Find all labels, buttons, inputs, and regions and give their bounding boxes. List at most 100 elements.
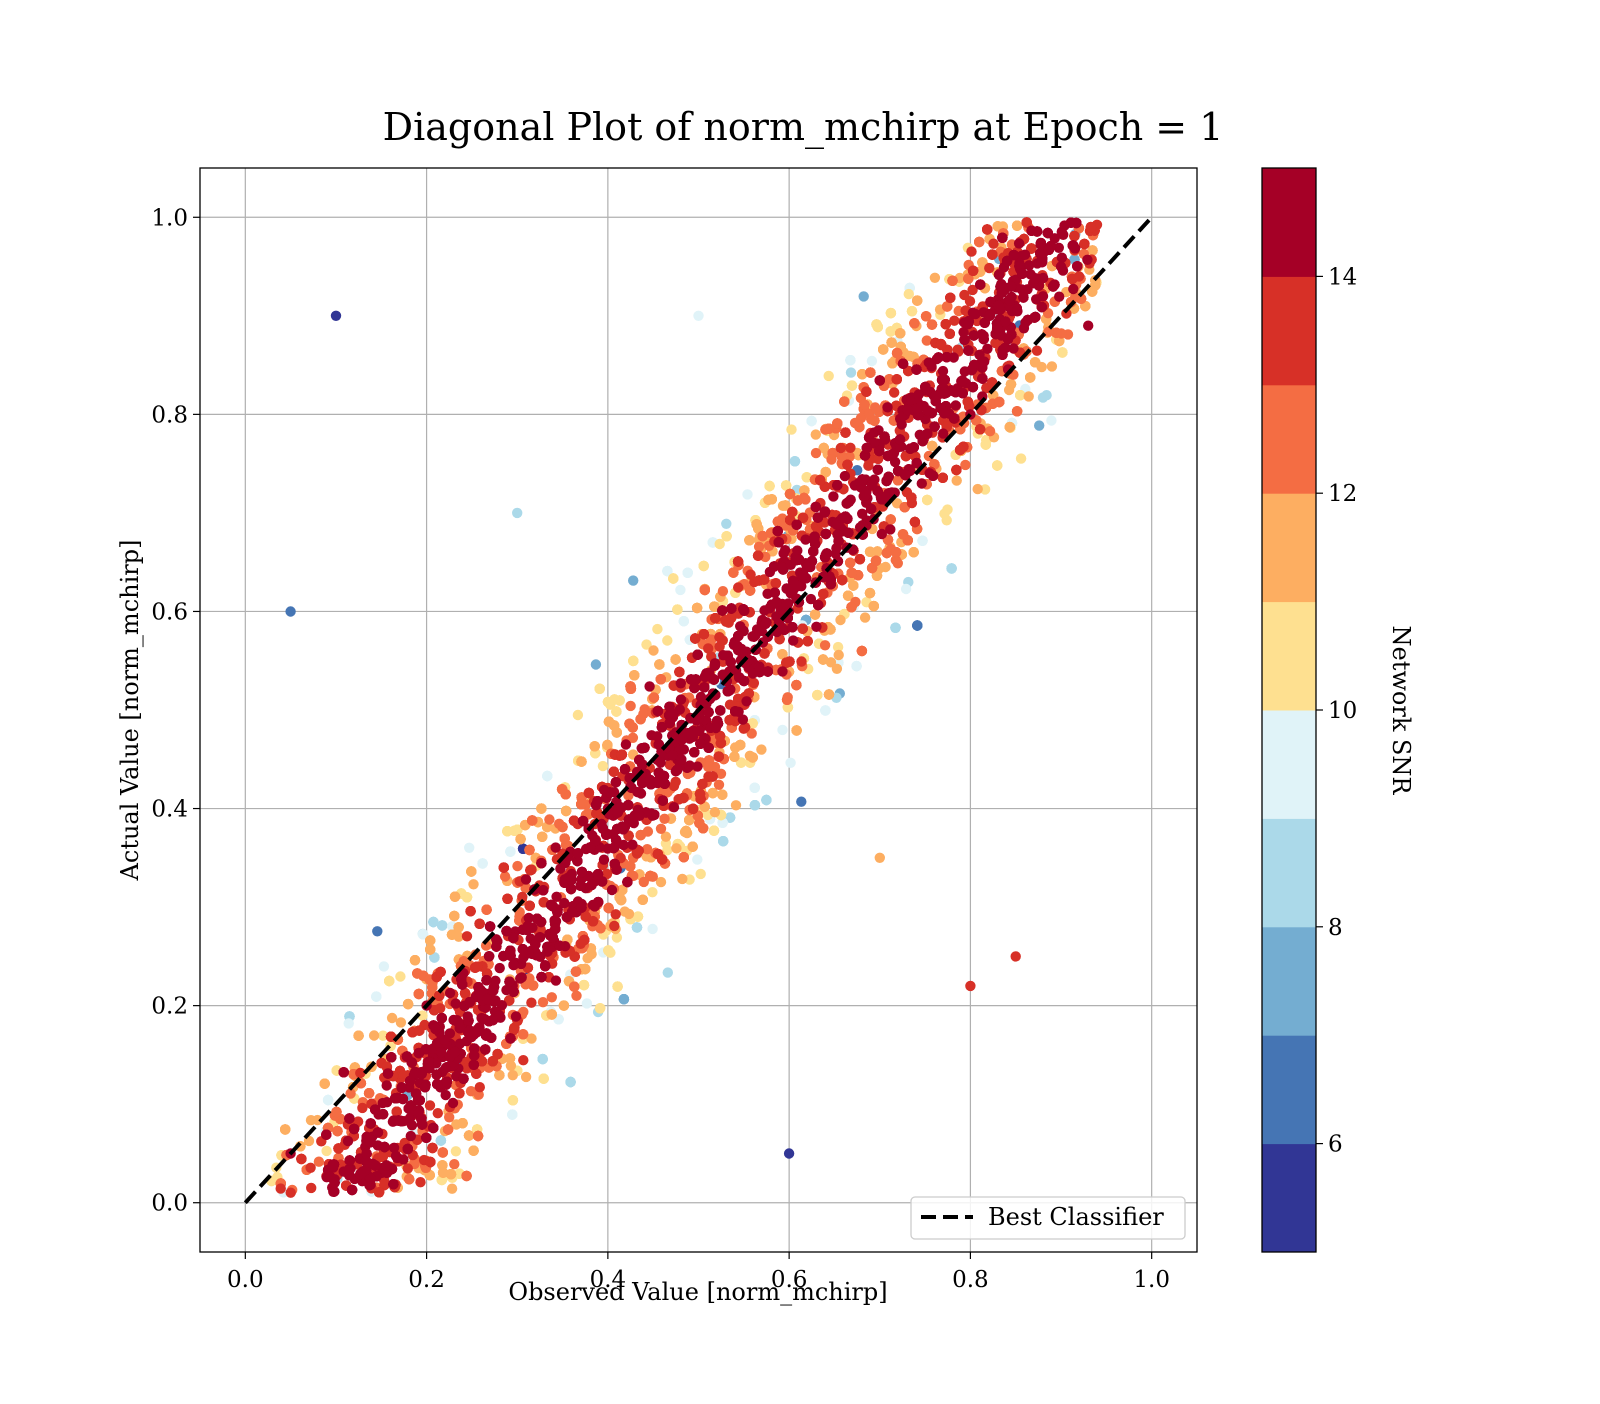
scatter-point (715, 539, 725, 549)
scatter-point (891, 547, 901, 557)
scatter-point (1005, 422, 1015, 432)
scatter-point (878, 344, 888, 354)
scatter-point (842, 460, 852, 470)
scatter-point (436, 1135, 446, 1145)
scatter-point (941, 319, 951, 329)
scatter-point (286, 1188, 296, 1198)
scatter-point (951, 465, 961, 475)
scatter-point (892, 348, 902, 358)
scatter-point (598, 761, 608, 771)
scatter-point (331, 1107, 341, 1117)
scatter-point (668, 573, 678, 583)
scatter-point (1030, 357, 1040, 367)
scatter-point (745, 569, 755, 579)
scatter-point (648, 872, 658, 882)
scatter-point (662, 635, 672, 645)
scatter-point (542, 771, 552, 781)
scatter-point (901, 584, 911, 594)
scatter-point (981, 439, 991, 449)
scatter-point (837, 575, 847, 585)
scatter-point (909, 547, 919, 557)
scatter-point (285, 606, 295, 616)
scatter-point (595, 684, 605, 694)
scatter-point (502, 894, 512, 904)
scatter-point (867, 356, 877, 366)
scatter-point (524, 845, 534, 855)
scatter-point (355, 1068, 365, 1078)
scatter-point (659, 814, 669, 824)
scatter-point (875, 853, 885, 863)
scatter-point (595, 1003, 605, 1013)
scatter-point (323, 1095, 333, 1105)
scatter-point (718, 836, 728, 846)
scatter-point (1057, 347, 1067, 357)
scatter-point (688, 804, 698, 814)
scatter-point (886, 326, 896, 336)
scatter-point (1016, 453, 1026, 463)
scatter-point (806, 416, 816, 426)
scatter-point (314, 1157, 324, 1167)
scatter-point (912, 295, 922, 305)
scatter-point (547, 1009, 557, 1019)
scatter-point (730, 742, 740, 752)
scatter-point (652, 624, 662, 634)
scatter-point (824, 371, 834, 381)
scatter-point (387, 1013, 397, 1023)
scatter-point (444, 1112, 454, 1122)
scatter-point (670, 654, 680, 664)
scatter-point (433, 1108, 443, 1118)
scatter-point (863, 461, 873, 471)
scatter-point (473, 1131, 483, 1141)
scatter-point (847, 568, 857, 578)
scatter-point (576, 756, 586, 766)
scatter-point (438, 1147, 448, 1157)
scatter-point (403, 999, 413, 1009)
scatter-point (461, 1171, 471, 1181)
scatter-point (859, 291, 869, 301)
scatter-point (494, 1070, 504, 1080)
scatter-point (396, 1017, 406, 1027)
scatter-point (750, 800, 760, 810)
scatter-point (403, 1163, 413, 1173)
scatter-point (714, 751, 724, 761)
scatter-point (695, 789, 705, 799)
scatter-point (1012, 221, 1022, 231)
scatter-point (521, 1072, 531, 1082)
scatter-point (384, 976, 394, 986)
scatter-point (617, 749, 627, 759)
scatter-point (404, 1174, 414, 1184)
scatter-point (834, 650, 844, 660)
scatter-point (777, 725, 787, 735)
scatter-point (557, 784, 567, 794)
scatter-point (835, 615, 845, 625)
scatter-point (845, 355, 855, 365)
scatter-point (462, 931, 472, 941)
scatter-point (791, 725, 801, 735)
scatter-point (783, 692, 793, 702)
scatter-point (846, 367, 856, 377)
scatter-point (679, 852, 689, 862)
scatter-point (818, 589, 828, 599)
scatter-point (443, 1124, 453, 1134)
scatter-point (886, 308, 896, 318)
scatter-point (909, 318, 919, 328)
scatter-point (462, 892, 472, 902)
scatter-point (910, 517, 920, 527)
scatter-point (688, 842, 698, 852)
scatter-point (471, 1069, 481, 1079)
scatter-point (714, 780, 724, 790)
scatter-point (656, 824, 666, 834)
scatter-point (930, 273, 940, 283)
scatter-point (850, 418, 860, 428)
scatter-point (1069, 231, 1079, 241)
scatter-point (966, 246, 976, 256)
scatter-point (945, 329, 955, 339)
scatter-point (679, 616, 689, 626)
scatter-point (784, 1148, 794, 1158)
scatter-point (855, 554, 865, 564)
scatter-point (544, 814, 554, 824)
scatter-point (320, 1079, 330, 1089)
scatter-point (515, 834, 525, 844)
scatter-point (372, 926, 382, 936)
scatter-point (505, 1053, 515, 1063)
